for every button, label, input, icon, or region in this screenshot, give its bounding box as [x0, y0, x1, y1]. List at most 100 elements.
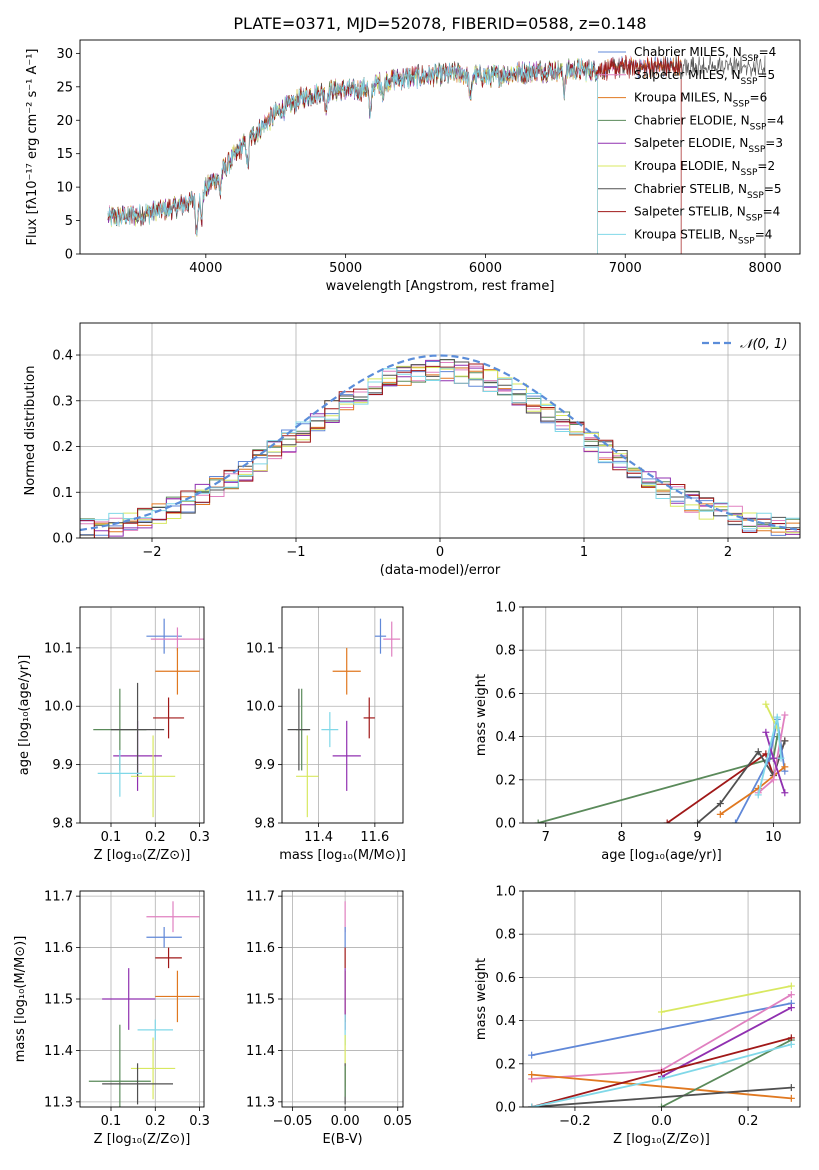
- y-tick-label: 0: [65, 248, 73, 263]
- mass_vs_Z-ylabel: mass [log₁₀(M/M⊙)]: [13, 936, 28, 1063]
- weight_vs_age-xlabel: age [log₁₀(age/yr)]: [601, 848, 722, 863]
- y-tick-label: 5: [65, 214, 73, 229]
- spectrum-series-line: [107, 58, 598, 254]
- y-tick-label: 15: [56, 147, 73, 162]
- histogram-series: [80, 367, 800, 534]
- age_vs_Z-axes: 0.1 0.2 0.3 9.8 9.9 10.0 10.1 Z [log₁₀(Z/Z⊙)] ag…: [17, 607, 210, 863]
- mass_vs_EBV-xlabel: E(B-V): [322, 1132, 362, 1147]
- y-tick-label: 11.3: [44, 1095, 73, 1110]
- x-tick-label: 7000: [609, 261, 642, 276]
- weight_vs_age-ylabel: mass weight: [474, 674, 489, 756]
- histogram-steps: [80, 354, 800, 538]
- residuals-ylabel: Normed distribution: [23, 366, 38, 496]
- weight_vs_Z-xlabel: Z [log₁₀(Z/Z⊙)]: [613, 1132, 710, 1147]
- y-tick-label: 11.7: [44, 890, 73, 905]
- age_vs_mass-axes: 11.4 11.6 9.8 9.9 10.0 10.1 mass [log₁₀(M/M⊙)]: [246, 607, 406, 863]
- y-tick-label: 11.3: [246, 1095, 275, 1110]
- y-tick-label: 0.8: [495, 644, 516, 659]
- age_vs_Z-ylabel: age [log₁₀(age/yr)]: [17, 655, 32, 776]
- spectrum-lines: [107, 54, 766, 254]
- y-tick-label: 9.8: [254, 817, 275, 832]
- weight-series-line: [734, 719, 786, 823]
- y-tick-label: 0.2: [495, 1057, 516, 1072]
- x-tick-label: 0.3: [189, 1114, 210, 1129]
- y-tick-label: 0.6: [495, 687, 516, 702]
- x-tick-label: 8000: [749, 261, 782, 276]
- y-tick-label: 0.8: [495, 928, 516, 943]
- x-tick-label: 4000: [189, 261, 222, 276]
- y-tick-label: 11.6: [44, 941, 73, 956]
- legend-entry: Chabrier ELODIE, NSSP=4: [634, 113, 784, 132]
- x-tick-label: 0.0: [651, 1114, 672, 1129]
- mass_vs_EBV-axes: −0.05 0.00 0.05 11.3 11.4 11.5 11.6 11.7 E(B-V): [246, 890, 412, 1147]
- mass_vs_Z-frame: [79, 890, 205, 1108]
- x-tick-label: 5000: [329, 261, 362, 276]
- weight-series-line: [661, 1006, 792, 1078]
- legend-entry: Salpeter STELIB, NSSP=4: [634, 205, 780, 224]
- y-tick-label: 20: [56, 114, 73, 129]
- residuals-frame: [79, 322, 801, 539]
- weight-series-line: [531, 1002, 792, 1057]
- legend-entry: Kroupa MILES, NSSP=6: [634, 91, 767, 110]
- residuals-axes: −2 −1 0 1 2 0.0 0.1 0.2 0.3 0.4 (data-model)/error…: [23, 323, 800, 578]
- y-tick-label: 0.0: [495, 817, 516, 832]
- legend-entry: Chabrier STELIB, NSSP=5: [634, 182, 782, 201]
- age_vs_mass-frame: [281, 606, 404, 824]
- y-tick-label: 1.0: [495, 885, 516, 900]
- x-tick-label: 6000: [469, 261, 502, 276]
- residuals-xlabel: (data-model)/error: [380, 563, 501, 578]
- y-tick-label: 0.4: [495, 730, 516, 745]
- y-tick-label: 11.4: [246, 1044, 275, 1059]
- y-tick-label: 9.9: [52, 758, 73, 773]
- y-tick-label: 11.7: [246, 890, 275, 905]
- mass_vs_Z-axes: 0.1 0.2 0.3 11.3 11.4 11.5 11.6 11.7 Z [log₁₀(Z/…: [13, 890, 210, 1147]
- y-tick-label: 30: [56, 47, 73, 62]
- y-tick-label: 0.0: [52, 532, 73, 547]
- x-tick-label: 0: [436, 545, 444, 560]
- y-tick-label: 11.4: [44, 1044, 73, 1059]
- y-tick-label: 0.0: [495, 1101, 516, 1116]
- age_vs_mass-xlabel: mass [log₁₀(M/M⊙)]: [279, 848, 406, 863]
- x-tick-label: −0.2: [559, 1114, 591, 1129]
- x-tick-label: 0.05: [383, 1114, 412, 1129]
- y-tick-label: 0.2: [52, 440, 73, 455]
- weight_vs_age-frame: [522, 606, 801, 824]
- mass_vs_Z-points: [88, 901, 200, 1107]
- x-tick-label: 11.6: [360, 830, 389, 845]
- x-tick-label: 9: [693, 830, 701, 845]
- y-tick-label: 10.1: [246, 641, 275, 656]
- x-tick-label: −0.05: [273, 1114, 313, 1129]
- normal-curve: [80, 354, 800, 532]
- y-tick-label: 0.6: [495, 971, 516, 986]
- residuals-legend: 𝒩(0, 1): [702, 337, 787, 352]
- y-tick-label: 9.9: [254, 758, 275, 773]
- x-tick-label: 0.3: [189, 830, 210, 845]
- spectrum-axes: 4000 5000 6000 7000 8000 0 5 10 15 20 25 30 waveleng…: [25, 47, 782, 294]
- legend-entry: Kroupa ELODIE, NSSP=2: [634, 159, 775, 178]
- weight_vs_age-lines: [534, 700, 789, 823]
- spectrum-series-line: [108, 55, 766, 254]
- legend-entry: 𝒩(0, 1): [740, 337, 787, 352]
- legend-entry: Kroupa STELIB, NSSP=4: [634, 227, 772, 246]
- legend-entry: Salpeter ELODIE, NSSP=3: [634, 136, 783, 155]
- x-tick-label: 0.00: [331, 1114, 360, 1129]
- y-tick-label: 0.4: [495, 1014, 516, 1029]
- age_vs_Z-frame: [79, 606, 205, 824]
- y-tick-label: 0.3: [52, 394, 73, 409]
- weight-series-line: [531, 1073, 792, 1100]
- x-tick-label: 10: [765, 830, 782, 845]
- y-tick-label: 0.4: [52, 349, 73, 364]
- x-tick-label: 0.2: [738, 1114, 759, 1129]
- spectrum-ylabel: Flux [fλ10⁻¹⁷ erg cm⁻² s⁻¹ A⁻¹]: [25, 49, 40, 246]
- mass_vs_Z-xlabel: Z [log₁₀(Z/Z⊙)]: [94, 1132, 191, 1147]
- legend-entry: Salpeter MILES, NSSP=5: [634, 68, 775, 87]
- y-tick-label: 10.1: [44, 641, 73, 656]
- y-tick-label: 1.0: [495, 601, 516, 616]
- y-tick-label: 11.5: [246, 993, 275, 1008]
- x-tick-label: 1: [580, 545, 588, 560]
- x-tick-label: 7: [542, 830, 550, 845]
- mass_vs_EBV-frame: [281, 890, 404, 1108]
- y-tick-label: 10.0: [44, 700, 73, 715]
